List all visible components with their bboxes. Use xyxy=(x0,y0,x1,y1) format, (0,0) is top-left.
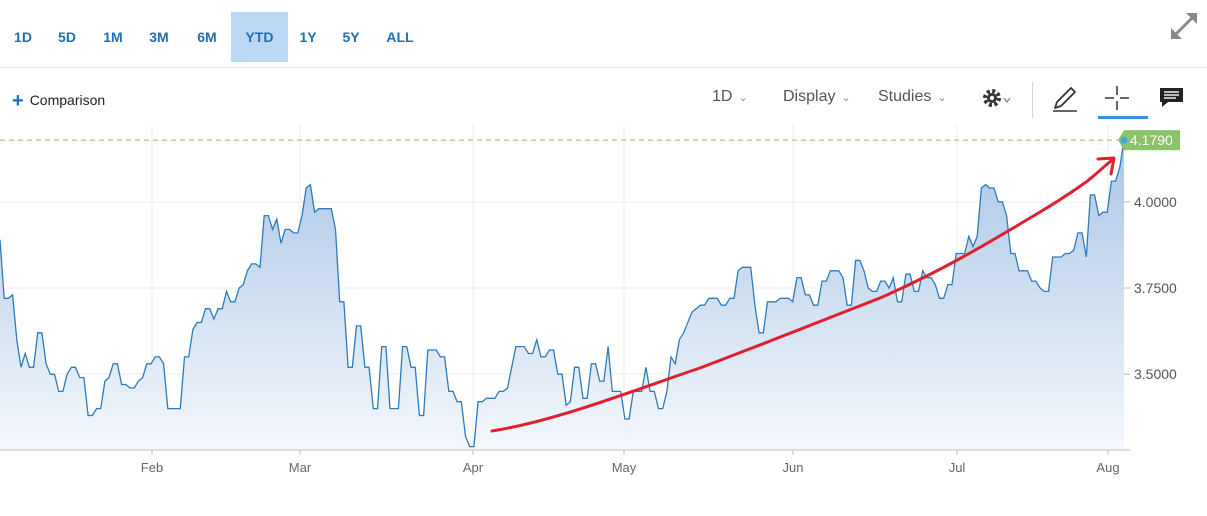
studies-dropdown[interactable]: Studies ⌄ xyxy=(878,88,947,106)
x-tick-label: Jun xyxy=(783,460,804,475)
chevron-down-icon: ⌄ xyxy=(841,92,851,104)
comparison-button[interactable]: + Comparison xyxy=(12,90,105,113)
last-point-marker xyxy=(1120,136,1128,144)
toolbar-separator xyxy=(1032,82,1033,118)
chevron-down-icon: ⌄ xyxy=(937,92,947,104)
range-selector: 1D 5D 1M 3M 6M YTD 1Y 5Y ALL xyxy=(0,12,1207,62)
display-label: Display xyxy=(783,88,836,105)
range-3m[interactable]: 3M xyxy=(149,29,169,45)
display-dropdown[interactable]: Display ⌄ xyxy=(783,88,851,106)
gear-icon[interactable] xyxy=(980,82,1012,114)
x-axis: Feb Mar Apr May Jun Jul Aug xyxy=(141,450,1120,475)
interval-dropdown[interactable]: 1D ⌄ xyxy=(712,88,748,106)
y-tick-label: 3.7500 xyxy=(1134,280,1177,296)
crosshair-icon[interactable] xyxy=(1101,82,1133,114)
range-1d[interactable]: 1D xyxy=(14,29,32,45)
chevron-down-icon: ⌄ xyxy=(738,92,748,104)
x-tick-label: Mar xyxy=(289,460,312,475)
y-tick-label: 3.5000 xyxy=(1134,366,1177,382)
x-tick-label: Apr xyxy=(463,460,484,475)
series-line xyxy=(0,139,1125,448)
x-tick-label: Aug xyxy=(1096,460,1119,475)
chart-toolbar: + Comparison 1D ⌄ Display ⌄ Studies ⌄ xyxy=(0,76,1207,120)
range-5d[interactable]: 5D xyxy=(58,29,76,45)
studies-label: Studies xyxy=(878,88,932,105)
pencil-icon[interactable] xyxy=(1049,82,1081,114)
comparison-label: Comparison xyxy=(29,92,106,108)
x-tick-label: Jul xyxy=(949,460,966,475)
y-tick-label: 4.0000 xyxy=(1134,194,1177,210)
range-5y[interactable]: 5Y xyxy=(342,29,360,45)
comment-icon[interactable] xyxy=(1156,82,1188,114)
price-chart[interactable]: Feb Mar Apr May Jun Jul Aug 4.0000 3.7500 3.5000… xyxy=(0,120,1207,516)
y-axis: 4.0000 3.7500 3.5000 xyxy=(1124,194,1177,382)
price-badge-shape xyxy=(1118,130,1180,151)
x-tick-label: May xyxy=(612,460,637,475)
series-area xyxy=(0,139,1124,451)
annotation-arrow xyxy=(490,156,1116,433)
range-1m[interactable]: 1M xyxy=(103,29,123,45)
range-all[interactable]: ALL xyxy=(386,29,414,45)
toolbar-divider xyxy=(0,67,1207,68)
range-1y[interactable]: 1Y xyxy=(299,29,317,45)
range-6m[interactable]: 6M xyxy=(197,29,217,45)
last-price-badge: 4.1790 xyxy=(1118,130,1180,151)
x-tick-label: Feb xyxy=(141,460,163,475)
interval-label: 1D xyxy=(712,88,733,105)
expand-icon[interactable] xyxy=(1166,8,1202,44)
plus-icon: + xyxy=(12,90,24,112)
price-badge-label: 4.1790 xyxy=(1130,132,1173,148)
crosshair-active-indicator xyxy=(1098,116,1148,119)
range-ytd[interactable]: YTD xyxy=(231,12,288,62)
